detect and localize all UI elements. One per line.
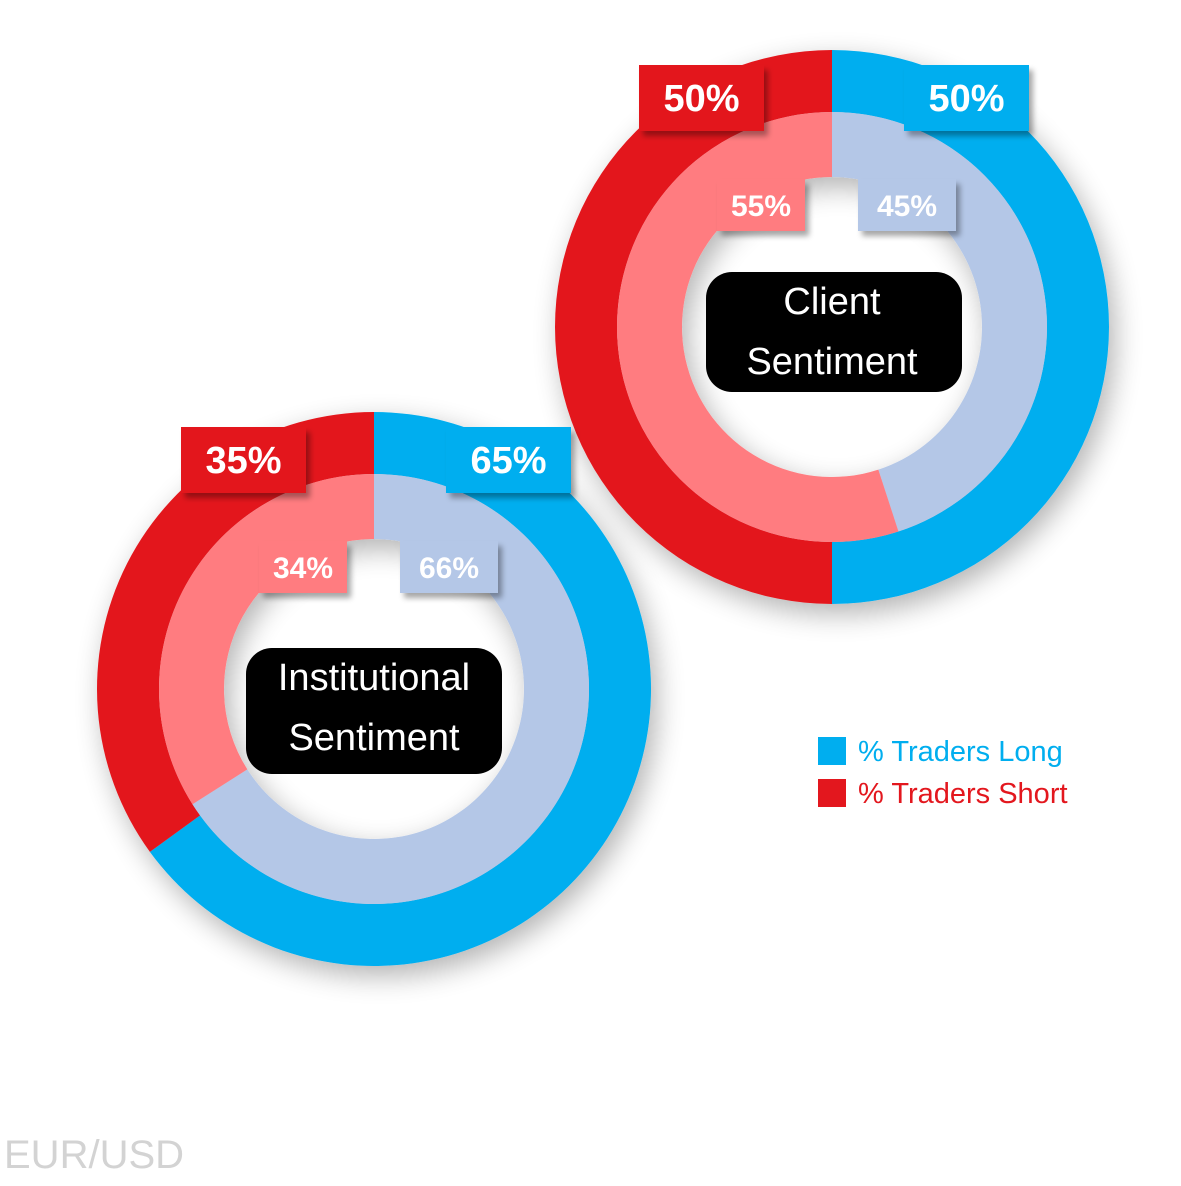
legend-item-short: % Traders Short [818,778,1068,810]
institutional-center-line-1: Institutional [278,657,470,699]
institutional-outer-short-label: 35% [181,427,306,493]
client-center-label: Client Sentiment [706,272,962,392]
client-center-line-1: Client [783,281,881,323]
client-inner-short-label: 55% [717,179,805,231]
legend-label-long: % Traders Long [858,736,1063,768]
legend-item-long: % Traders Long [818,736,1063,768]
institutional-outer-short-label-box [181,427,306,493]
client-outer-long-label-text: 50% [928,78,1004,120]
client-sentiment-donut [555,50,1109,604]
institutional-outer-short-slice [96,412,374,852]
client-inner-short-slice [616,112,899,543]
client-outer-short-slice [555,50,832,604]
institutional-outer-long-label-box [446,427,571,493]
client-outer-long-label-box [904,65,1029,131]
client-outer-short-label-box [639,65,764,131]
currency-pair-label: EUR/USD [4,1133,184,1177]
institutional-center-label: Institutional Sentiment [246,648,502,774]
client-outer-long-label: 50% [904,65,1029,131]
institutional-inner-short-label-box [259,541,347,593]
legend-label-short: % Traders Short [858,778,1068,810]
institutional-inner-short-label-text: 34% [273,552,333,585]
client-inner-long-label-box [858,179,956,231]
institutional-inner-long-label: 66% [400,541,498,593]
institutional-inner-short-slice [159,474,374,805]
institutional-outer-long-label: 65% [446,427,571,493]
client-outer-long-slice [832,50,1109,604]
client-outer-short-label: 50% [639,65,764,131]
legend-swatch-long [818,737,846,765]
client-center-box [706,272,962,392]
donut-charts-layer: 50% 50% 55% 45% Client Sentiment 35% 65% 34% 66% I… [96,50,1109,966]
institutional-center-box [246,648,502,774]
institutional-inner-long-label-text: 66% [419,552,479,585]
institutional-center-line-2: Sentiment [288,717,460,759]
client-inner-long-slice [832,112,1047,532]
institutional-inner-long-label-box [400,541,498,593]
client-inner-short-label-text: 55% [731,190,791,223]
legend-swatch-short [818,779,846,807]
client-inner-long-label-text: 45% [877,190,937,223]
client-center-line-2: Sentiment [746,341,918,383]
institutional-inner-short-label: 34% [259,541,347,593]
institutional-outer-long-label-text: 65% [470,440,546,482]
client-inner-long-label: 45% [858,179,956,231]
legend: % Traders Long % Traders Short [818,736,1068,810]
client-inner-short-label-box [717,179,805,231]
client-outer-short-label-text: 50% [663,78,739,120]
institutional-outer-short-label-text: 35% [205,440,281,482]
